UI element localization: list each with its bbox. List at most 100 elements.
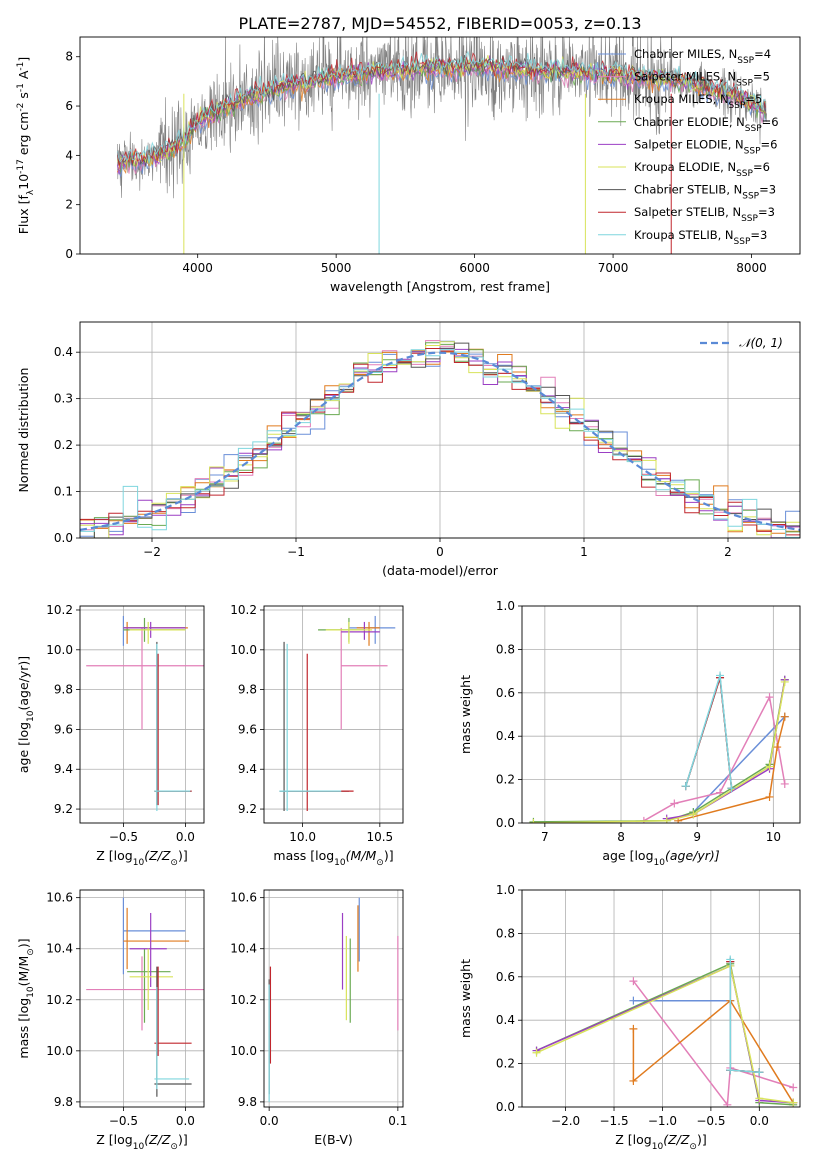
label-part: )] xyxy=(178,848,188,863)
point-kroupa_elodie xyxy=(325,621,373,644)
label-part: (Z/Z xyxy=(144,1132,171,1147)
label-part: (M/M xyxy=(346,848,377,863)
plot-area xyxy=(116,37,767,254)
point-salpeter_miles xyxy=(86,956,204,1031)
y-tick-label: 10.4 xyxy=(46,942,73,956)
data-point xyxy=(670,799,679,808)
legend: 𝒩(0, 1) xyxy=(700,336,783,350)
label-part: -2 xyxy=(16,103,26,112)
y-tick-label: 9.8 xyxy=(238,1095,257,1109)
y-tick-label: 0.2 xyxy=(496,1057,515,1071)
point-salpeter_miles xyxy=(340,627,388,730)
x-axis-label: Z [log10(Z/Z⊙)] xyxy=(96,848,187,868)
y-tick-label: 10.2 xyxy=(230,603,257,617)
data-point xyxy=(765,762,774,771)
x-tick-label: 0.0 xyxy=(260,1114,279,1128)
label-part: ] xyxy=(16,57,31,62)
x-tick-label: 5000 xyxy=(321,261,352,275)
label-part: SSP xyxy=(736,79,753,89)
panel-residuals: −2 −1 0 1 2 0.0 0.1 0.2 0.3 0.4 (data-model)/error… xyxy=(16,321,801,578)
label-part: =6 xyxy=(761,137,778,151)
label-part: SSP xyxy=(729,101,746,111)
y-tick-label: 2 xyxy=(65,198,73,212)
axes-frame xyxy=(79,36,801,255)
y-tick-label: 9.6 xyxy=(54,722,73,736)
label-part: erg cm xyxy=(16,112,31,160)
y-tick-label: 10.0 xyxy=(230,1044,257,1058)
label-part: (M/M xyxy=(16,956,31,987)
y-tick-label: 10.0 xyxy=(46,643,73,657)
point-kroupa_miles xyxy=(123,907,190,970)
y-axis-label: mass [log10(M/M⊙)] xyxy=(16,938,36,1058)
label-part: SSP xyxy=(742,192,759,202)
plot-area xyxy=(80,340,800,538)
data-point xyxy=(689,810,698,819)
point-chabrier_miles xyxy=(122,897,186,975)
x-tick-label: 4000 xyxy=(182,261,213,275)
label-part: ⊙ xyxy=(376,858,384,868)
model-spectrum-kroupa_stelib xyxy=(116,50,766,165)
label-part: Z [log xyxy=(615,1132,651,1147)
label-part: A xyxy=(16,70,31,83)
observed-spectrum xyxy=(117,37,767,199)
label-part: 10 xyxy=(16,174,31,190)
y-tick-label: 9.8 xyxy=(238,683,257,697)
y-tick-label: 0.6 xyxy=(496,686,515,700)
y-tick-label: 9.4 xyxy=(54,762,73,776)
y-tick-label: 4 xyxy=(65,148,73,162)
series-line xyxy=(536,964,794,1104)
plot-area xyxy=(532,955,798,1107)
label-part: SSP xyxy=(745,124,762,134)
x-tick-label: −1.5 xyxy=(599,1114,628,1128)
label-part: SSP xyxy=(741,214,758,224)
x-tick-label: 6000 xyxy=(459,261,490,275)
label-part: -1 xyxy=(16,62,26,71)
y-tick-label: 9.4 xyxy=(238,762,257,776)
data-point xyxy=(723,1100,732,1107)
y-tick-label: 0.6 xyxy=(496,970,515,984)
axes-frame xyxy=(79,321,801,539)
y-tick-label: 1.0 xyxy=(496,883,515,897)
legend-entry-normal: 𝒩(0, 1) xyxy=(739,336,783,350)
label-part: =5 xyxy=(753,70,770,84)
label-part: (age/yr)] xyxy=(16,656,31,711)
legend-entry-kroupa_stelib: Kroupa STELIB, NSSP=3 xyxy=(634,228,767,247)
y-tick-label: 10.6 xyxy=(46,891,73,905)
label-part: Kroupa MILES, N xyxy=(634,92,729,106)
y-axis-label: mass weight xyxy=(458,959,473,1038)
label-part: mass [log xyxy=(273,848,334,863)
x-tick-label: 7000 xyxy=(598,261,629,275)
plot-area xyxy=(279,615,396,812)
y-axis-label: Normed distribution xyxy=(16,368,31,493)
label-part: =6 xyxy=(753,160,770,174)
data-point xyxy=(755,1068,764,1077)
x-tick-label: 1 xyxy=(580,545,588,559)
x-tick-label: 10 xyxy=(766,830,781,844)
y-tick-label: 9.8 xyxy=(54,683,73,697)
legend-entry-chabrier_miles: Chabrier MILES, NSSP=4 xyxy=(634,47,771,66)
data-point xyxy=(532,1048,541,1057)
data-point xyxy=(629,1024,638,1033)
label-part: ⊙ xyxy=(170,858,178,868)
label-part: Chabrier ELODIE, N xyxy=(634,115,745,129)
x-axis-label: age [log10(age/yr)] xyxy=(602,848,719,868)
label-part: )] xyxy=(697,1132,707,1147)
x-tick-label: 9 xyxy=(693,830,701,844)
label-part: )] xyxy=(178,1132,188,1147)
x-tick-label: −1.0 xyxy=(648,1114,677,1128)
legend-entry-kroupa_elodie: Kroupa ELODIE, NSSP=6 xyxy=(634,160,770,179)
label-part: 10 xyxy=(26,710,36,722)
point-salpeter_miles xyxy=(86,627,204,730)
data-point xyxy=(773,743,782,752)
x-tick-label: 10.5 xyxy=(366,830,393,844)
label-part: Z [log xyxy=(96,1132,132,1147)
model-spectrum-salpeter_stelib xyxy=(116,51,766,166)
label-part: =6 xyxy=(762,115,779,129)
point-kroupa_elodie xyxy=(129,948,173,1010)
x-axis-label: mass [log10(M/M⊙)] xyxy=(273,848,393,868)
legend-entry-salpeter_miles: Salpeter MILES, NSSP=5 xyxy=(634,70,770,89)
panel-mass_vs_ebv: 0.0 0.1 9.8 10.0 10.2 10.4 10.6 E(B-V) xyxy=(230,889,407,1147)
y-tick-label: 0.0 xyxy=(54,531,73,545)
